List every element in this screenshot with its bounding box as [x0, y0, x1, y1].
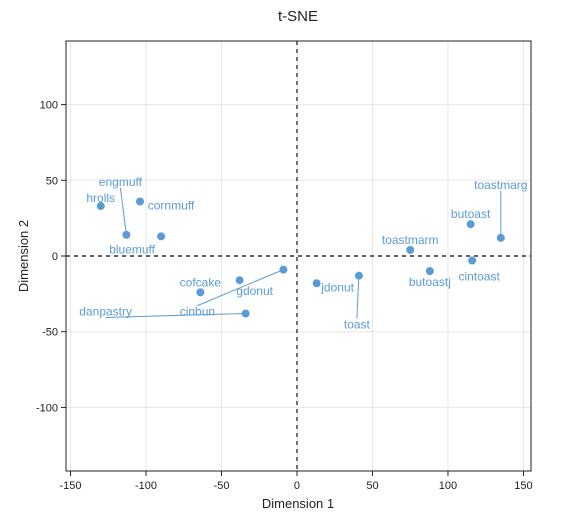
x-tick-label: 100 — [439, 480, 457, 492]
y-ticks: -100 -50 0 50 100 — [36, 100, 66, 414]
point-label: engmuff — [99, 175, 143, 189]
leader-line — [105, 313, 246, 319]
y-tick-label: 0 — [52, 251, 58, 263]
point-label: cinbun — [180, 305, 215, 319]
data-points — [96, 197, 505, 318]
data-point — [135, 197, 144, 206]
point-label: butoast — [451, 207, 491, 221]
data-point — [312, 279, 321, 288]
y-tick-label: 100 — [40, 100, 58, 112]
point-label: cornmuff — [148, 198, 195, 212]
point-label: butoastj — [409, 275, 451, 289]
x-tick-label: 50 — [366, 480, 378, 492]
point-label: jdonut — [320, 280, 354, 294]
point-label: toastmarm — [382, 233, 439, 247]
y-tick-label: 50 — [46, 175, 58, 187]
leader-line — [197, 269, 284, 307]
y-tick-label: -100 — [36, 402, 58, 414]
x-tick-label: 150 — [514, 480, 532, 492]
data-point — [406, 245, 415, 254]
y-axis-label: Dimension 2 — [16, 220, 31, 292]
point-label: cofcake — [180, 275, 222, 289]
data-point — [235, 276, 244, 285]
zero-lines — [66, 41, 531, 471]
data-point — [157, 232, 166, 241]
leader-line — [356, 275, 360, 319]
data-point — [425, 267, 434, 276]
x-tick-label: -100 — [135, 480, 157, 492]
data-point — [196, 288, 205, 297]
x-tick-label: -150 — [60, 480, 82, 492]
data-point — [241, 309, 250, 318]
data-point — [279, 265, 288, 274]
x-axis-label: Dimension 1 — [262, 496, 334, 511]
point-label: bluemuff — [109, 242, 155, 256]
data-point — [496, 233, 505, 242]
point-label: hrolls — [86, 191, 115, 205]
point-label: toastmarg — [474, 178, 527, 192]
point-label: danpastry — [79, 305, 132, 319]
data-point — [466, 220, 475, 229]
point-label: gdonut — [236, 284, 273, 298]
x-ticks: -150 -100 -50 0 50 100 150 — [60, 471, 533, 492]
x-tick-label: -50 — [214, 480, 230, 492]
chart-title: t-SNE — [278, 8, 318, 25]
y-tick-label: -50 — [42, 327, 58, 339]
label-leader-lines — [105, 187, 502, 319]
point-label: toast — [344, 318, 371, 332]
x-tick-label: 0 — [294, 480, 300, 492]
point-labels: hrolls engmuff cornmuff bluemuff cofcake gdon… — [79, 175, 527, 332]
leader-line — [119, 187, 127, 235]
data-point — [96, 202, 105, 211]
data-point — [468, 256, 477, 265]
data-point — [354, 271, 363, 280]
point-label: cintoast — [458, 270, 500, 284]
data-point — [122, 230, 131, 239]
